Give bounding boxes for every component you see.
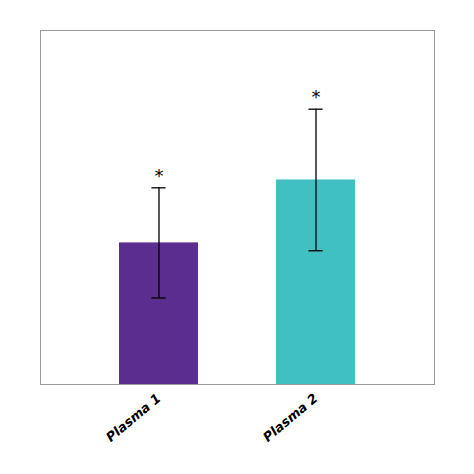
svg-text:Plasma 1: Plasma 1 [103,391,163,445]
svg-text:*: * [155,165,164,186]
svg-text:Plasma 2: Plasma 2 [260,391,321,445]
svg-text:*: * [312,86,321,107]
